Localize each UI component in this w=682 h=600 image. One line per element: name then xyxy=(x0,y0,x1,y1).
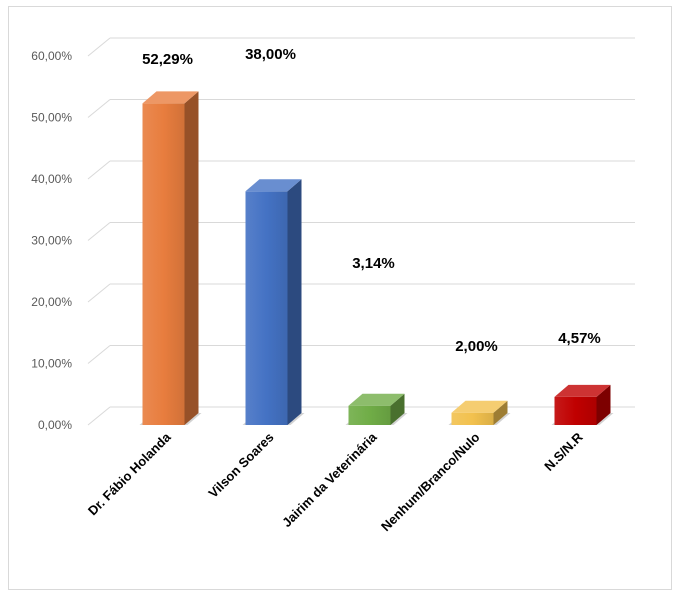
gridline-diagonal xyxy=(87,99,111,118)
x-tick-label: Vilson Soares xyxy=(205,430,276,501)
bar-top xyxy=(348,393,405,406)
bar-top xyxy=(245,179,302,192)
x-tick-label: Dr. Fábio Holanda xyxy=(85,429,174,518)
bar xyxy=(245,191,288,425)
bar-side xyxy=(184,91,199,425)
gridline-diagonal xyxy=(87,283,111,303)
bar-side xyxy=(493,400,508,425)
bar-side xyxy=(390,393,405,425)
x-tick-label: Nenhum/Branco/Nulo xyxy=(378,429,483,534)
gridline-diagonal xyxy=(87,37,111,57)
bar-top xyxy=(451,400,508,413)
bar xyxy=(142,103,185,425)
y-tick-label: 10,00% xyxy=(31,357,72,371)
chart-frame xyxy=(8,6,672,590)
gridline-diagonal xyxy=(87,160,111,180)
x-tick-label: N.S/N.R xyxy=(541,429,586,474)
data-label: 38,00% xyxy=(245,46,296,63)
gridline-diagonal xyxy=(87,345,111,364)
gridline-diagonal xyxy=(87,406,111,426)
y-tick-label: 0,00% xyxy=(38,418,72,432)
y-tick-label: 60,00% xyxy=(31,49,72,63)
x-tick-label: Jairim da Veterinária xyxy=(279,429,380,530)
gridline-diagonal xyxy=(87,222,111,241)
bar-side xyxy=(287,179,302,425)
bar xyxy=(554,396,597,425)
y-tick-label: 50,00% xyxy=(31,111,72,125)
y-tick-label: 40,00% xyxy=(31,172,72,186)
bar-top xyxy=(554,384,611,397)
data-label: 4,57% xyxy=(558,330,601,347)
data-label: 2,00% xyxy=(455,338,498,355)
bar xyxy=(348,405,391,425)
bar xyxy=(451,412,494,425)
bar-top xyxy=(142,91,199,104)
data-label: 3,14% xyxy=(352,255,395,272)
y-tick-label: 20,00% xyxy=(31,295,72,309)
bar-side xyxy=(596,384,611,425)
y-tick-label: 30,00% xyxy=(31,234,72,248)
data-label: 52,29% xyxy=(142,51,193,68)
